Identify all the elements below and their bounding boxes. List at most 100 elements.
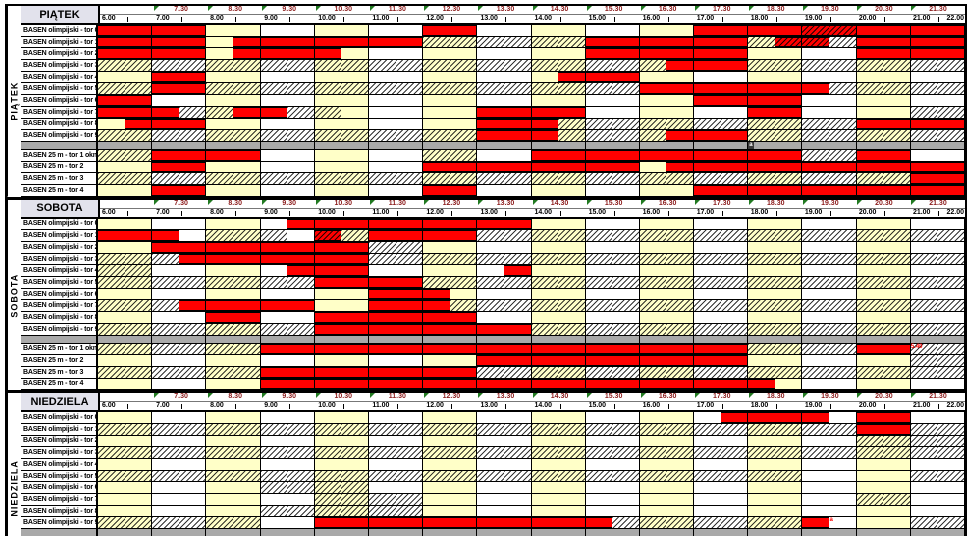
slot-cell[interactable]: [558, 529, 586, 536]
slot-cell[interactable]: [694, 184, 722, 196]
slot-cell[interactable]: [883, 355, 911, 366]
slot-cell[interactable]: [937, 423, 965, 435]
slot-cell[interactable]: [260, 184, 288, 196]
slot-cell[interactable]: [748, 423, 776, 435]
slot-cell[interactable]: [748, 505, 776, 517]
slot-cell[interactable]: [477, 470, 505, 482]
slot-cell[interactable]: [612, 230, 640, 241]
slot-cell[interactable]: [612, 118, 640, 130]
lane-label[interactable]: BASEN olimpijski - tor 1: [21, 36, 98, 48]
slot-cell[interactable]: [585, 48, 613, 60]
slot-cell[interactable]: [829, 265, 857, 277]
slot-cell[interactable]: [503, 149, 532, 161]
slot-cell[interactable]: [937, 253, 965, 265]
slot-cell[interactable]: [883, 323, 911, 335]
slot-cell[interactable]: [232, 343, 261, 355]
slot-cell[interactable]: [341, 470, 369, 482]
slot-cell[interactable]: [531, 447, 559, 458]
slot-cell[interactable]: [531, 355, 559, 366]
slot-cell[interactable]: [341, 106, 369, 118]
slot-cell[interactable]: [314, 482, 342, 494]
slot-cell[interactable]: [477, 312, 505, 323]
slot-cell[interactable]: [178, 36, 207, 48]
slot-cell[interactable]: [368, 366, 397, 378]
slot-cell[interactable]: [856, 435, 884, 447]
slot-cell[interactable]: [341, 447, 369, 458]
slot-cell[interactable]: [206, 355, 234, 366]
lane-label[interactable]: BASEN olimpijski - tor 9: [21, 323, 98, 335]
slot-cell[interactable]: [178, 335, 207, 343]
slot-cell[interactable]: [748, 447, 776, 458]
slot-cell[interactable]: [910, 71, 938, 83]
slot-cell[interactable]: [314, 106, 342, 118]
slot-cell[interactable]: [503, 459, 532, 470]
slot-cell[interactable]: [260, 343, 288, 355]
slot-cell[interactable]: [774, 242, 803, 253]
slot-cell[interactable]: [694, 517, 722, 529]
lane-label[interactable]: BASEN 25 m - tor 4: [21, 378, 98, 390]
slot-cell[interactable]: [260, 300, 288, 312]
slot-cell[interactable]: [774, 253, 803, 265]
slot-cell[interactable]: [477, 482, 505, 494]
slot-cell[interactable]: [694, 423, 722, 435]
slot-cell[interactable]: [666, 482, 695, 494]
slot-cell[interactable]: [856, 25, 884, 36]
slot-cell[interactable]: [774, 118, 803, 130]
slot-cell[interactable]: [774, 529, 803, 536]
slot-cell[interactable]: [314, 118, 342, 130]
slot-cell[interactable]: [856, 83, 884, 95]
slot-cell[interactable]: [287, 343, 315, 355]
slot-cell[interactable]: [395, 118, 424, 130]
slot-cell[interactable]: [802, 25, 830, 36]
slot-cell[interactable]: [206, 149, 234, 161]
slot-cell[interactable]: [666, 161, 695, 173]
slot-cell[interactable]: [910, 25, 938, 36]
slot-cell[interactable]: [937, 482, 965, 494]
slot-cell[interactable]: [774, 505, 803, 517]
slot-cell[interactable]: [694, 95, 722, 106]
slot-cell[interactable]: [883, 312, 911, 323]
slot-cell[interactable]: [856, 118, 884, 130]
slot-cell[interactable]: [232, 95, 261, 106]
slot-cell[interactable]: [178, 218, 207, 230]
slot-cell[interactable]: [910, 378, 938, 390]
slot-cell[interactable]: [748, 366, 776, 378]
slot-cell[interactable]: [341, 423, 369, 435]
slot-cell[interactable]: [395, 36, 424, 48]
slot-cell[interactable]: [260, 470, 288, 482]
slot-cell[interactable]: [694, 323, 722, 335]
slot-cell[interactable]: [883, 242, 911, 253]
slot-cell[interactable]: [802, 277, 830, 288]
slot-cell[interactable]: [639, 161, 668, 173]
slot-cell[interactable]: [802, 130, 830, 141]
slot-cell[interactable]: [612, 323, 640, 335]
slot-cell[interactable]: [531, 230, 559, 241]
slot-cell[interactable]: [531, 184, 559, 196]
slot-cell[interactable]: [748, 335, 776, 343]
slot-cell[interactable]: [477, 161, 505, 173]
slot-cell[interactable]: [449, 323, 478, 335]
slot-cell[interactable]: [477, 529, 505, 536]
slot-cell[interactable]: [585, 459, 613, 470]
slot-cell[interactable]: [178, 366, 207, 378]
slot-cell[interactable]: [531, 459, 559, 470]
slot-cell[interactable]: [856, 173, 884, 184]
slot-cell[interactable]: [666, 312, 695, 323]
slot-cell[interactable]: [748, 343, 776, 355]
slot-cell[interactable]: [232, 149, 261, 161]
slot-cell[interactable]: [694, 48, 722, 60]
slot-cell[interactable]: [694, 218, 722, 230]
slot-cell[interactable]: [503, 482, 532, 494]
slot-cell[interactable]: [287, 106, 315, 118]
slot-cell[interactable]: [910, 265, 938, 277]
slot-cell[interactable]: [503, 83, 532, 95]
slot-cell[interactable]: [937, 106, 965, 118]
lane-label[interactable]: BASEN olimpijski - tor 6: [21, 482, 98, 494]
slot-cell[interactable]: [232, 118, 261, 130]
slot-cell[interactable]: [612, 378, 640, 390]
slot-cell[interactable]: [124, 447, 153, 458]
slot-cell[interactable]: [639, 366, 668, 378]
slot-cell[interactable]: [477, 130, 505, 141]
slot-cell[interactable]: [260, 95, 288, 106]
slot-cell[interactable]: [720, 95, 749, 106]
